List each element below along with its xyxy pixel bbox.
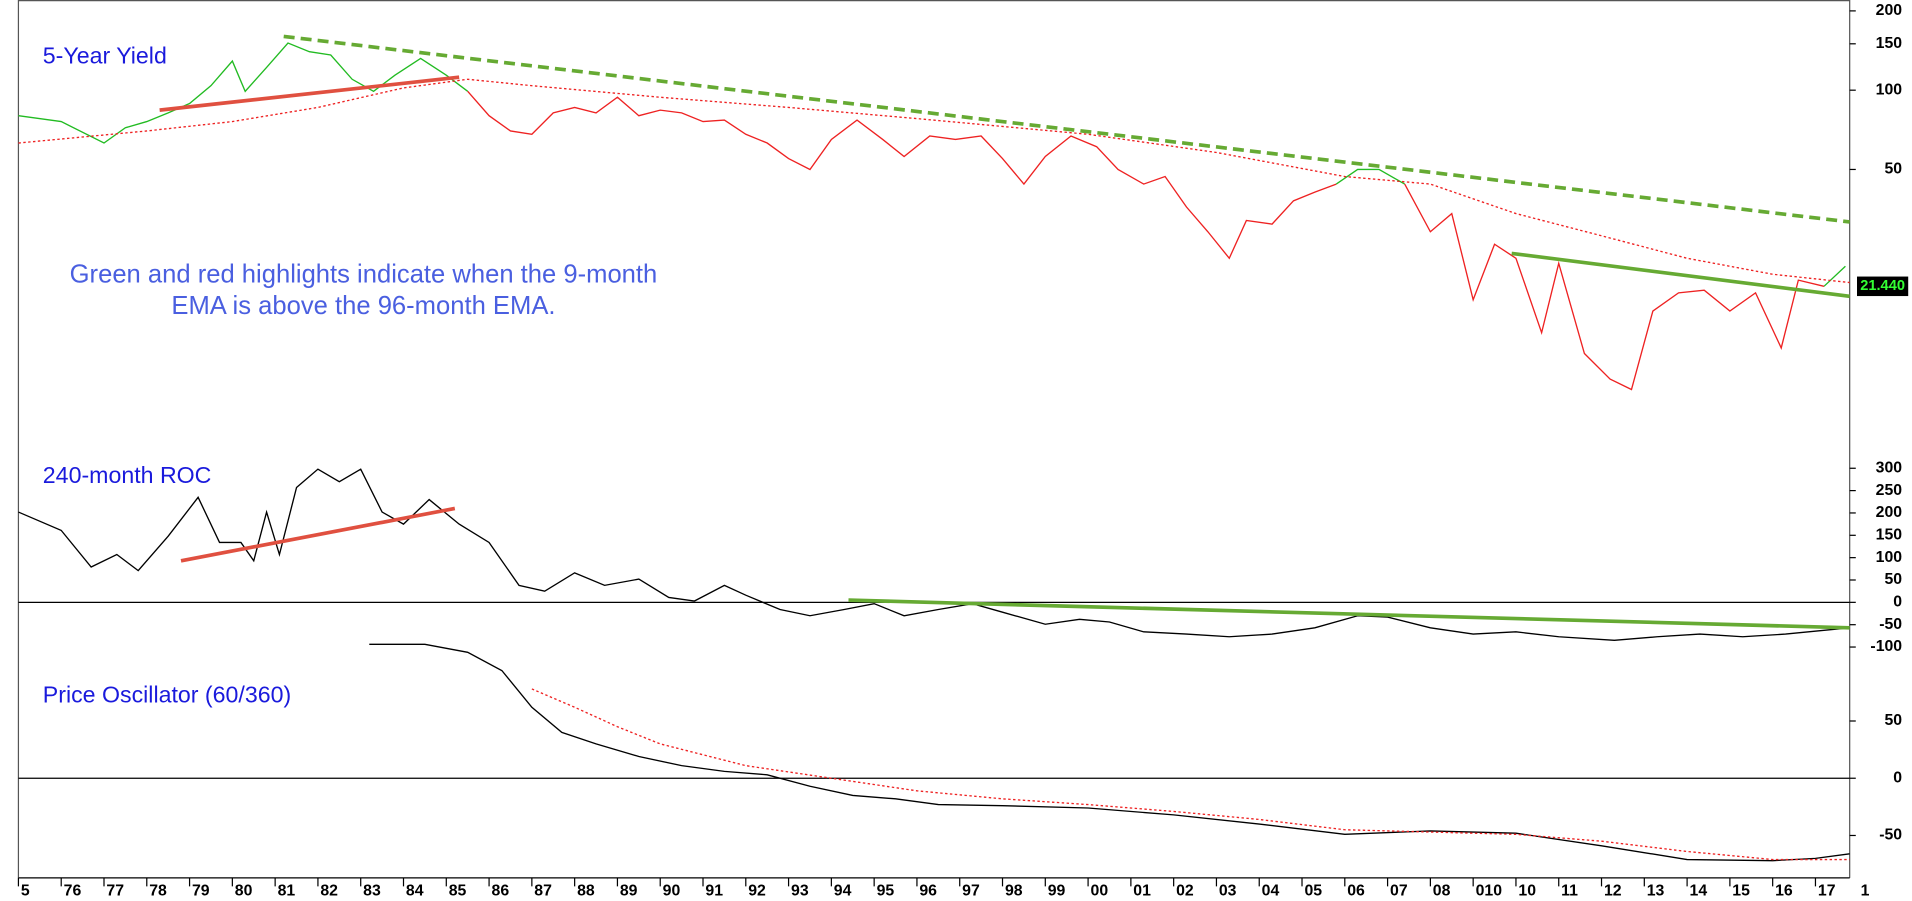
- y-tick-label: -50: [1879, 827, 1902, 844]
- x-tick-label: 83: [363, 882, 381, 899]
- x-tick-label: 80: [235, 882, 253, 899]
- x-tick-label: 89: [620, 882, 638, 899]
- y-tick-label: 50: [1885, 712, 1903, 729]
- x-tick-label: 97: [962, 882, 980, 899]
- y-tick-label: 0: [1893, 594, 1902, 611]
- y-tick-label: 100: [1876, 549, 1903, 566]
- x-tick-label: 06: [1347, 882, 1365, 899]
- panel-title: Price Oscillator (60/360): [43, 681, 291, 707]
- x-tick-label: 010: [1476, 882, 1503, 899]
- last-value-label: 21.440: [1860, 278, 1905, 294]
- x-tick-label: 76: [64, 882, 82, 899]
- trendline: [848, 598, 1850, 630]
- trendline: [180, 506, 456, 563]
- y-tick-label: 50: [1885, 571, 1903, 588]
- y-tick-label: 300: [1876, 459, 1903, 476]
- y-tick-label: 150: [1876, 526, 1903, 543]
- y-tick-label: 100: [1876, 81, 1903, 98]
- x-tick-label: 11: [1561, 882, 1578, 899]
- x-tick-label: 99: [1048, 882, 1066, 899]
- x-tick-label: 08: [1433, 882, 1451, 899]
- y-tick-label: -100: [1870, 638, 1902, 655]
- series-line: [18, 42, 1846, 287]
- x-tick-label: 10: [1518, 882, 1536, 899]
- x-tick-label: 03: [1219, 882, 1237, 899]
- x-tick-label: 90: [663, 882, 681, 899]
- x-tick-label: 01: [1133, 882, 1151, 899]
- x-tick-label: 05: [1304, 882, 1322, 899]
- series-line: [369, 643, 1850, 862]
- x-tick-label: 04: [1262, 882, 1280, 899]
- x-tick-label: 94: [834, 882, 852, 899]
- trendline: [1511, 251, 1850, 299]
- y-tick-label: 50: [1885, 161, 1903, 178]
- x-tick-label: 87: [534, 882, 552, 899]
- x-tick-label: 13: [1647, 882, 1665, 899]
- series-line: [467, 90, 1825, 391]
- x-tick-label: 86: [492, 882, 510, 899]
- panel-title: 5-Year Yield: [43, 42, 167, 68]
- y-tick-label: 200: [1876, 504, 1903, 521]
- x-tick-label: 92: [748, 882, 766, 899]
- trendline: [159, 75, 460, 112]
- x-tick-label: 88: [577, 882, 595, 899]
- x-tick-label: 77: [106, 882, 124, 899]
- x-tick-label: 12: [1604, 882, 1622, 899]
- x-tick-label: 1: [1861, 882, 1870, 899]
- x-tick-label: 17: [1818, 882, 1836, 899]
- x-tick-label: 95: [877, 882, 895, 899]
- panel-title: 240-month ROC: [43, 462, 212, 488]
- x-tick-label: 00: [1091, 882, 1109, 899]
- y-tick-label: 250: [1876, 482, 1903, 499]
- y-tick-label: 0: [1893, 769, 1902, 786]
- x-tick-label: 82: [320, 882, 338, 899]
- x-tick-label: 07: [1390, 882, 1408, 899]
- y-tick-label: -50: [1879, 616, 1902, 633]
- x-tick-label: 96: [919, 882, 937, 899]
- y-tick-label: 200: [1876, 2, 1903, 19]
- x-tick-label: 15: [1732, 882, 1750, 899]
- x-tick-label: 84: [406, 882, 424, 899]
- x-tick-label: 85: [449, 882, 467, 899]
- series-line: [531, 688, 1850, 861]
- x-tick-label: 79: [192, 882, 210, 899]
- x-tick-label: 81: [278, 882, 296, 899]
- series-line: [18, 468, 1850, 642]
- x-tick-label: 14: [1690, 882, 1708, 899]
- trendline: [283, 34, 1850, 224]
- x-tick-label: 5: [21, 882, 30, 899]
- last-value-box: [1857, 276, 1909, 297]
- x-tick-label: 02: [1176, 882, 1194, 899]
- x-tick-label: 98: [1005, 882, 1023, 899]
- x-tick-label: 91: [705, 882, 723, 899]
- annotation: EMA is above the 96-month EMA.: [171, 292, 555, 320]
- x-tick-label: 16: [1775, 882, 1793, 899]
- y-tick-label: 150: [1876, 35, 1903, 52]
- x-tick-label: 93: [791, 882, 809, 899]
- annotation: Green and red highlights indicate when t…: [70, 260, 658, 288]
- x-tick-label: 78: [149, 882, 167, 899]
